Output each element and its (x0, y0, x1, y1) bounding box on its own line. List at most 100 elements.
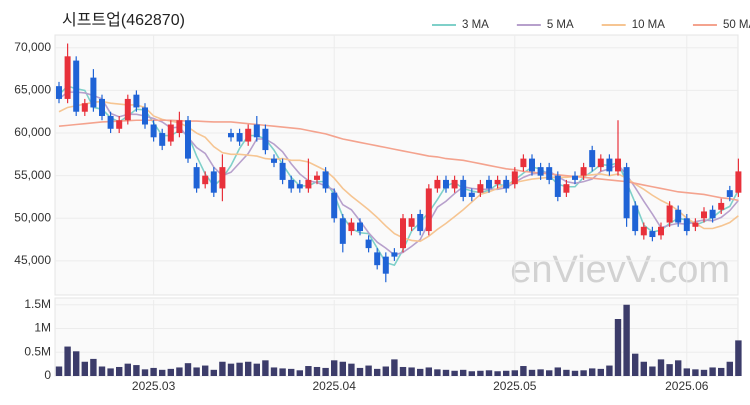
candle-body (460, 179, 467, 197)
volume-bar (442, 369, 450, 376)
volume-bar (253, 363, 260, 376)
volume-bar (184, 363, 192, 376)
candle-body (133, 94, 140, 108)
candle-body (572, 175, 578, 180)
candle-body (159, 133, 166, 146)
candle-body (443, 179, 449, 189)
candle-body (666, 205, 673, 223)
candle-body (537, 167, 544, 176)
volume-bar (425, 367, 432, 376)
candle-body (107, 115, 114, 129)
volume-bar (150, 367, 157, 376)
candle-body (486, 179, 492, 189)
volume-bar (537, 369, 544, 376)
candle-body (99, 98, 105, 116)
y-tick-label: 1.5M (24, 297, 51, 311)
candle-body (632, 205, 639, 232)
candle-body (331, 192, 338, 219)
candle-body (563, 184, 570, 193)
volume-bar (313, 366, 321, 376)
volume-bar (64, 346, 71, 376)
candle-body (520, 158, 527, 168)
candle-body (339, 218, 346, 244)
candle-body (589, 150, 596, 168)
volume-bar (692, 369, 699, 376)
volume-bar (451, 370, 458, 376)
candle-body (425, 188, 432, 232)
candle-body (400, 218, 406, 249)
candle-body (73, 60, 80, 112)
candle-body (658, 226, 664, 236)
volume-bar (167, 368, 174, 376)
volume-bar (374, 368, 381, 376)
candle-body (477, 184, 484, 193)
candle-body (288, 179, 295, 189)
volume-bar (477, 370, 484, 376)
volume-bar (236, 362, 243, 376)
candle-body (357, 222, 363, 232)
volume-bar (305, 366, 312, 376)
volume-bar (675, 360, 682, 376)
volume-bar (503, 370, 510, 376)
chart-title: 시프트업(462870) (62, 11, 185, 29)
candle-body (718, 202, 725, 210)
candle-body (185, 120, 191, 159)
candle-body (64, 56, 71, 99)
y-tick-label: 0 (44, 368, 51, 382)
candle-body (735, 171, 742, 193)
candle-body (322, 171, 329, 189)
candle-body (81, 103, 88, 112)
candle-body (56, 86, 62, 99)
volume-bar (322, 367, 329, 376)
candle-body (417, 214, 424, 232)
volume-bar (623, 304, 630, 376)
candle-body (709, 209, 716, 219)
candle-body (683, 218, 690, 232)
volume-bar (606, 365, 613, 376)
watermark: enVievV.com (510, 249, 730, 291)
volume-bar (116, 366, 123, 376)
x-tick-label: 2025.05 (493, 379, 537, 393)
candle-body (649, 231, 656, 238)
y-tick-label: 1M (34, 321, 51, 335)
candle-body (176, 120, 183, 134)
x-tick-label: 2025.03 (132, 379, 176, 393)
volume-bar (141, 369, 149, 376)
candle-body (675, 209, 682, 223)
volume-bar (279, 368, 286, 376)
candle-body (503, 179, 510, 189)
volume-bar (683, 368, 690, 376)
volume-bar (219, 361, 226, 376)
volume-bar (98, 366, 106, 376)
candle-body (615, 158, 621, 172)
volume-bar (90, 358, 97, 376)
volume-bar (735, 340, 742, 376)
candle-body (193, 167, 200, 189)
legend-label: 10 MA (632, 19, 666, 31)
volume-bar (262, 360, 269, 376)
candle-body (434, 179, 441, 189)
volume-bar (408, 367, 415, 376)
volume-bar (589, 368, 596, 376)
volume-bar (571, 370, 579, 376)
volume-bar (339, 361, 346, 376)
volume-bar (107, 368, 114, 376)
candle-body (529, 158, 535, 172)
candle-body (90, 77, 97, 108)
candle-body (271, 158, 277, 163)
candle-body (580, 167, 587, 176)
volume-bar (657, 359, 665, 376)
candle-body (511, 171, 518, 185)
volume-bar (124, 363, 131, 376)
legend-label: 3 MA (462, 19, 489, 31)
volume-bar (640, 361, 647, 376)
volume-bar (709, 367, 716, 376)
candle-body (245, 128, 252, 142)
volume-bar (614, 319, 622, 376)
candle-body (116, 120, 123, 129)
volume-bar (528, 369, 536, 376)
candle-body (348, 222, 355, 232)
volume-bar (193, 367, 200, 376)
candle-body (142, 107, 148, 125)
volume-bar (468, 371, 475, 376)
